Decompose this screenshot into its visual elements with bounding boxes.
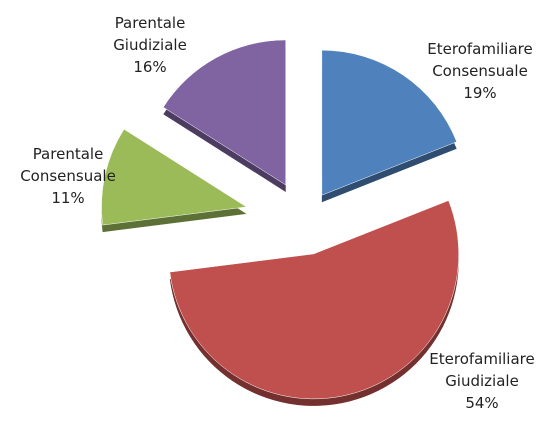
slice	[101, 128, 248, 226]
slice	[321, 49, 458, 196]
slice-value-label: 11%	[51, 189, 85, 207]
slice	[162, 39, 286, 186]
slice-label: Parentale Consensuale	[20, 145, 116, 185]
slice	[169, 200, 459, 400]
slice-label: Eterofamiliare Consensuale	[427, 40, 533, 80]
slice-value-label: 54%	[465, 394, 499, 412]
slice-value-label: 19%	[463, 84, 497, 102]
slice-label: Eterofamiliare Giudiziale	[429, 350, 535, 390]
slice-value-label: 16%	[133, 58, 167, 76]
slice-label: Parentale Giudiziale	[113, 14, 187, 54]
